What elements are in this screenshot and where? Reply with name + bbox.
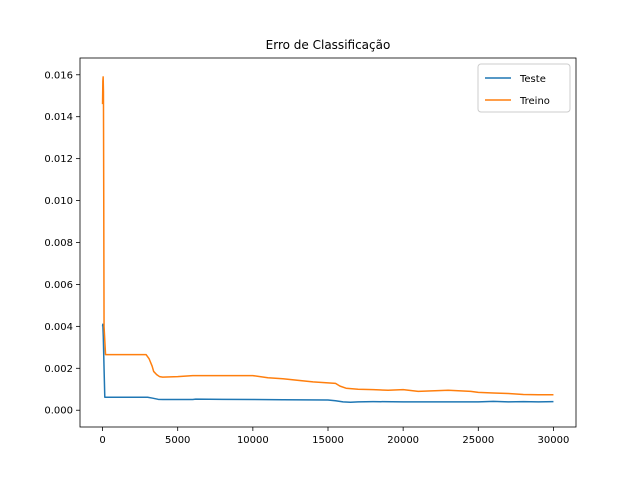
y-tick-label: 0.004 — [44, 322, 73, 333]
y-tick-label: 0.010 — [44, 196, 73, 207]
legend: Teste Treino — [477, 63, 571, 113]
x-tick-label: 25000 — [462, 435, 494, 446]
y-tick-label: 0.008 — [44, 238, 73, 249]
x-tick-label: 10000 — [237, 435, 269, 446]
legend-label-treino: Treino — [519, 96, 550, 107]
x-tick-label: 30000 — [538, 435, 570, 446]
x-tick-label: 15000 — [312, 435, 344, 446]
y-tick-label: 0.012 — [44, 154, 73, 165]
x-tick-label: 0 — [99, 435, 105, 446]
chart-title: Erro de Classificação — [266, 38, 391, 52]
y-tick-label: 0.002 — [44, 364, 73, 375]
y-tick-label: 0.006 — [44, 280, 73, 291]
legend-label-teste: Teste — [519, 74, 546, 85]
x-tick-label: 5000 — [165, 435, 190, 446]
x-tick-label: 20000 — [387, 435, 419, 446]
series-line-teste — [101, 323, 554, 404]
y-tick-label: 0.016 — [44, 70, 73, 81]
y-tick-label: 0.014 — [44, 112, 73, 123]
axes: 0 5000 10000 15000 20000 25000 30000 0.000 0.002… — [44, 57, 577, 446]
plot-area — [101, 76, 554, 404]
series-line-treino — [101, 76, 554, 396]
y-tick-label: 0.000 — [44, 406, 73, 417]
